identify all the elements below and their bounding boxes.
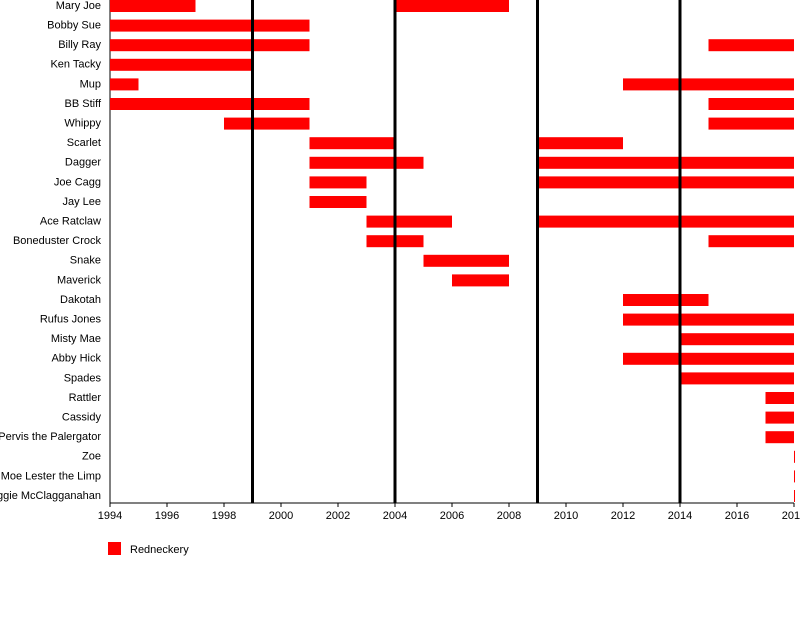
x-tick-label: 2002 xyxy=(326,510,350,522)
x-tick-label: 2008 xyxy=(497,510,521,522)
y-tick-label: Jay Lee xyxy=(62,196,101,208)
y-tick-label: Billy Ray xyxy=(58,39,101,51)
bar xyxy=(794,490,795,502)
bar xyxy=(623,352,794,365)
bar xyxy=(794,450,795,463)
y-tick-label: BB Stiff xyxy=(65,98,102,110)
y-tick-label: Zoe xyxy=(82,451,101,463)
bar xyxy=(395,0,509,12)
x-tick-label: 2018 xyxy=(782,510,800,522)
bar xyxy=(794,470,795,483)
bar xyxy=(309,176,367,189)
bar xyxy=(623,313,794,326)
y-tick-label: Moe Lester the Limp xyxy=(1,470,101,482)
y-tick-label: Dakotah xyxy=(60,294,101,306)
y-tick-label: Dagger xyxy=(65,157,101,169)
bar xyxy=(224,117,310,130)
bar xyxy=(680,372,794,385)
legend-swatch xyxy=(108,542,121,555)
bar xyxy=(110,0,196,12)
bar xyxy=(537,156,794,169)
y-tick-label: Ace Ratclaw xyxy=(40,216,101,228)
y-tick-label: Scarlet xyxy=(67,137,101,149)
bar xyxy=(623,78,794,91)
y-tick-label: Rattler xyxy=(69,392,102,404)
bar xyxy=(680,333,794,346)
x-tick-label: 2016 xyxy=(725,510,749,522)
bar xyxy=(623,294,709,306)
y-tick-label: Biggie McClagganahan xyxy=(0,490,101,502)
y-tick-label: Boneduster Crock xyxy=(13,235,102,247)
bar xyxy=(110,58,253,71)
bar xyxy=(537,176,794,189)
bar xyxy=(708,98,794,110)
bar xyxy=(708,39,794,52)
bar xyxy=(765,392,794,404)
bar xyxy=(110,78,139,91)
y-tick-label: Cassidy xyxy=(62,412,102,424)
y-tick-label: Joe Cagg xyxy=(54,176,101,188)
x-tick-label: 2014 xyxy=(668,510,692,522)
x-tick-label: 2010 xyxy=(554,510,578,522)
bar xyxy=(309,156,424,169)
y-tick-label: Rufus Jones xyxy=(40,314,102,326)
y-tick-label: Mary Joe xyxy=(56,0,101,12)
legend-label: Redneckery xyxy=(130,544,189,556)
y-tick-label: Abby Hick xyxy=(51,353,101,365)
bar xyxy=(309,196,367,208)
bar xyxy=(537,215,794,228)
bar xyxy=(537,137,623,150)
bar xyxy=(452,274,509,287)
bar xyxy=(708,117,794,130)
x-tick-label: 2006 xyxy=(440,510,464,522)
y-tick-label: Snake xyxy=(70,255,101,267)
y-tick-label: Bobby Sue xyxy=(47,20,101,32)
bar xyxy=(110,19,310,32)
bar xyxy=(423,254,509,267)
bar xyxy=(366,215,452,228)
x-tick-label: 1998 xyxy=(212,510,236,522)
x-tick-label: 2000 xyxy=(269,510,293,522)
x-tick-label: 2004 xyxy=(383,510,407,522)
y-tick-label: Ken Tacky xyxy=(50,59,101,71)
y-tick-label: Mup xyxy=(80,78,101,90)
y-tick-label: Whippy xyxy=(64,118,101,130)
y-tick-label: Pervis the Palergator xyxy=(0,431,101,443)
bar xyxy=(708,235,794,248)
y-tick-label: Maverick xyxy=(57,274,102,286)
bar xyxy=(309,137,395,150)
x-tick-label: 1996 xyxy=(155,510,179,522)
bar xyxy=(110,39,310,52)
y-tick-label: Spades xyxy=(64,372,102,384)
x-tick-label: 1994 xyxy=(98,510,122,522)
bar xyxy=(765,431,794,444)
y-tick-label: Misty Mae xyxy=(51,333,101,345)
x-tick-label: 2012 xyxy=(611,510,635,522)
bar xyxy=(110,98,310,110)
bar xyxy=(765,411,794,424)
